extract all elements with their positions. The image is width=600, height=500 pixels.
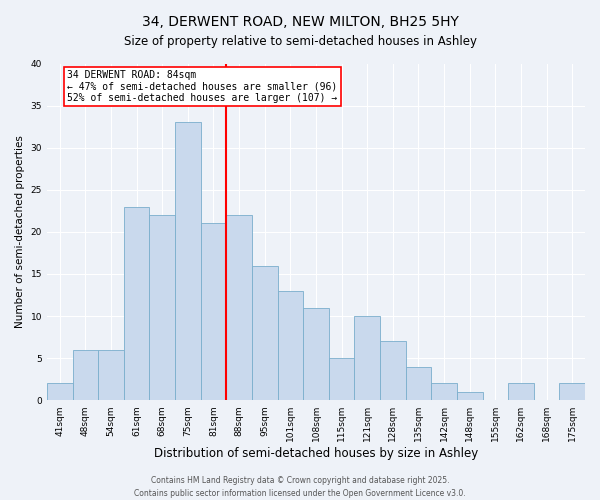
- Bar: [73, 350, 98, 400]
- X-axis label: Distribution of semi-detached houses by size in Ashley: Distribution of semi-detached houses by …: [154, 447, 478, 460]
- Bar: [124, 206, 149, 400]
- Bar: [149, 215, 175, 400]
- Bar: [98, 350, 124, 400]
- Bar: [226, 215, 252, 400]
- Bar: [380, 342, 406, 400]
- Text: 34, DERWENT ROAD, NEW MILTON, BH25 5HY: 34, DERWENT ROAD, NEW MILTON, BH25 5HY: [142, 15, 458, 29]
- Bar: [47, 384, 73, 400]
- Bar: [508, 384, 534, 400]
- Bar: [329, 358, 355, 400]
- Bar: [200, 224, 226, 400]
- Text: 34 DERWENT ROAD: 84sqm
← 47% of semi-detached houses are smaller (96)
52% of sem: 34 DERWENT ROAD: 84sqm ← 47% of semi-det…: [67, 70, 338, 103]
- Y-axis label: Number of semi-detached properties: Number of semi-detached properties: [15, 136, 25, 328]
- Bar: [175, 122, 200, 400]
- Text: Contains HM Land Registry data © Crown copyright and database right 2025.
Contai: Contains HM Land Registry data © Crown c…: [134, 476, 466, 498]
- Bar: [278, 291, 303, 400]
- Bar: [355, 316, 380, 400]
- Text: Size of property relative to semi-detached houses in Ashley: Size of property relative to semi-detach…: [124, 35, 476, 48]
- Bar: [559, 384, 585, 400]
- Bar: [457, 392, 482, 400]
- Bar: [252, 266, 278, 400]
- Bar: [303, 308, 329, 400]
- Bar: [431, 384, 457, 400]
- Bar: [406, 366, 431, 400]
